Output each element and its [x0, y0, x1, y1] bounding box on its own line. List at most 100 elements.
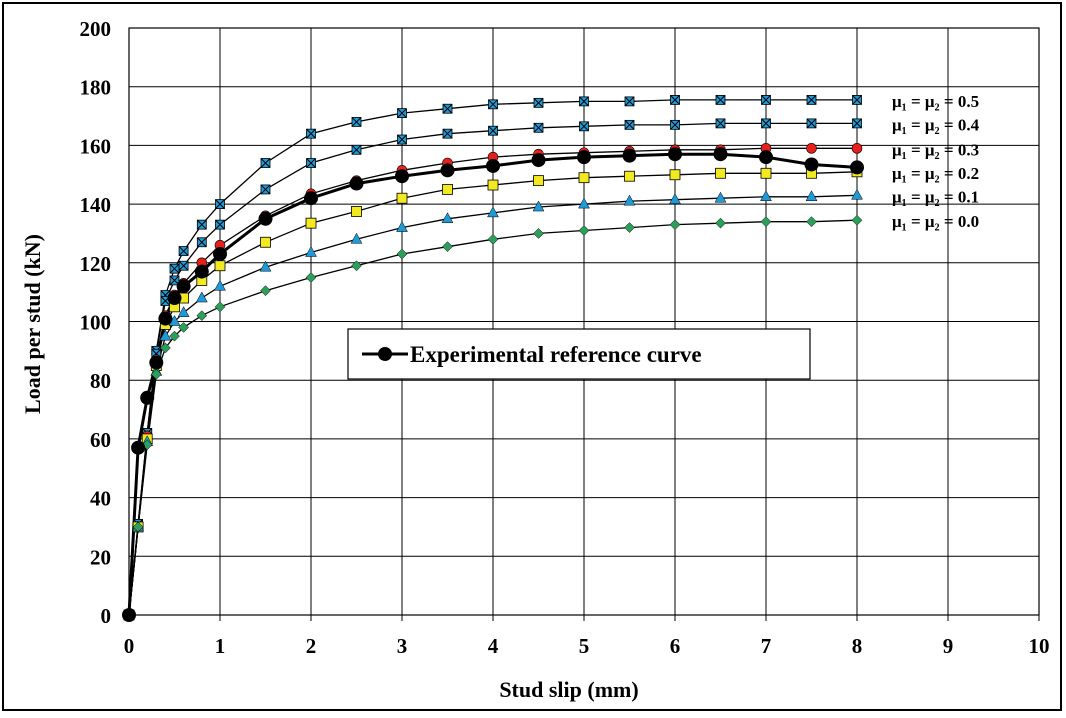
data-point-square-x — [761, 118, 771, 129]
data-point-square — [487, 179, 499, 191]
data-point-triangle — [177, 306, 190, 317]
data-point-square — [760, 167, 772, 179]
y-tick-label: 0 — [101, 604, 112, 628]
data-point-cross — [624, 96, 635, 107]
data-point-triangle — [669, 193, 681, 204]
data-point-cross — [306, 128, 316, 139]
series-label: μ₁ = μ₂ = 0.1 — [892, 187, 979, 206]
data-point-cross — [488, 99, 498, 110]
data-point-triangle — [305, 246, 317, 257]
data-point-square-x — [215, 219, 225, 230]
data-point-cross — [761, 95, 771, 105]
data-point-experimental — [122, 608, 136, 622]
data-point-diamond — [169, 330, 180, 342]
data-point-diamond — [351, 260, 362, 272]
data-point-experimental — [167, 291, 182, 306]
data-point-cross — [196, 219, 207, 230]
data-point-cross — [351, 117, 362, 127]
legend-box — [347, 328, 811, 380]
y-tick-label: 80 — [90, 369, 111, 393]
data-point-diamond — [214, 301, 226, 313]
data-point-cross — [806, 118, 817, 129]
data-point-square-x — [260, 184, 271, 195]
data-point-square-x — [260, 158, 271, 168]
data-point-square-x — [169, 263, 180, 274]
y-tick-label: 160 — [80, 134, 112, 158]
data-point-square-x — [533, 97, 544, 108]
data-point-experimental — [258, 211, 273, 226]
data-point-square — [214, 260, 226, 272]
data-point-square — [396, 192, 408, 204]
data-point-cross — [169, 263, 180, 274]
data-point-diamond — [533, 228, 544, 239]
y-axis-label: Load per stud (kN) — [20, 234, 45, 414]
data-point-diamond — [196, 310, 208, 321]
data-point-square — [533, 175, 544, 187]
data-point-square-x — [397, 134, 407, 145]
x-axis-label: Stud slip (mm) — [499, 677, 638, 702]
x-tick-label: 4 — [488, 634, 499, 658]
y-tick-label: 20 — [90, 545, 111, 569]
data-point-triangle — [578, 197, 590, 209]
data-point-triangle — [214, 279, 226, 291]
data-point-triangle — [532, 200, 545, 212]
series-label: μ₁ = μ₂ = 0.4 — [892, 115, 980, 134]
data-point-triangle — [805, 190, 818, 202]
data-point-experimental — [531, 153, 546, 168]
data-point-square-x — [351, 144, 362, 155]
data-point-triangle — [350, 232, 363, 244]
legend-label: Experimental reference curve — [410, 342, 702, 367]
data-point-diamond — [150, 368, 162, 380]
data-point-cross — [306, 158, 316, 168]
data-point-triangle — [195, 291, 208, 303]
x-tick-label: 10 — [1029, 634, 1050, 658]
series-label: μ₁ = μ₂ = 0.5 — [892, 92, 979, 111]
legend: Experimental reference curve — [347, 328, 811, 380]
data-point-diamond — [624, 222, 635, 233]
y-tick-label: 100 — [80, 311, 112, 335]
x-tick-label: 2 — [306, 634, 317, 658]
data-point-diamond — [178, 322, 189, 333]
data-point-square-x — [624, 96, 635, 107]
data-point-square-x — [761, 95, 771, 105]
series-labels: μ₁ = μ₂ = 0.5 μ₁ = μ₂ = 0.4 μ₁ = μ₂ = 0.3 μ… — [892, 92, 980, 231]
data-point-square-x — [852, 118, 862, 129]
data-point-cross — [488, 125, 498, 136]
y-tick-label: 120 — [80, 252, 112, 276]
data-point-diamond — [578, 225, 590, 236]
data-point-cross — [260, 184, 271, 195]
data-point-experimental — [349, 176, 364, 191]
data-point-cross — [670, 95, 680, 105]
data-point-experimental — [194, 264, 209, 279]
data-point-triangle — [396, 221, 408, 232]
data-point-square-x — [196, 219, 207, 230]
x-tick-label: 0 — [124, 634, 135, 658]
y-tick-label: 200 — [80, 17, 112, 41]
data-point-experimental — [395, 169, 409, 184]
data-point-cross — [761, 118, 771, 129]
data-point-triangle — [159, 329, 172, 341]
x-tick-label: 6 — [670, 634, 681, 658]
data-point-cross — [351, 144, 362, 155]
x-tick-label: 8 — [852, 634, 863, 658]
data-point-triangle — [487, 206, 499, 218]
data-point-cross — [215, 199, 225, 209]
data-point-cross — [533, 97, 544, 108]
data-point-experimental — [713, 147, 728, 162]
legend-marker-sample — [378, 347, 392, 361]
data-point-cross — [178, 246, 189, 256]
data-point-cross — [442, 103, 453, 114]
data-point-cross — [579, 121, 589, 132]
series-label: μ₁ = μ₂ = 0.0 — [892, 212, 979, 231]
data-point-diamond — [806, 216, 817, 228]
data-point-diamond — [487, 233, 499, 245]
x-tick-label: 3 — [397, 634, 408, 658]
data-point-experimental — [804, 157, 819, 172]
data-point-square-x — [806, 95, 817, 105]
data-point-square-x — [579, 96, 589, 107]
data-point-square-x — [533, 122, 544, 133]
data-point-square-x — [624, 119, 635, 130]
data-point-square-x — [579, 121, 589, 132]
